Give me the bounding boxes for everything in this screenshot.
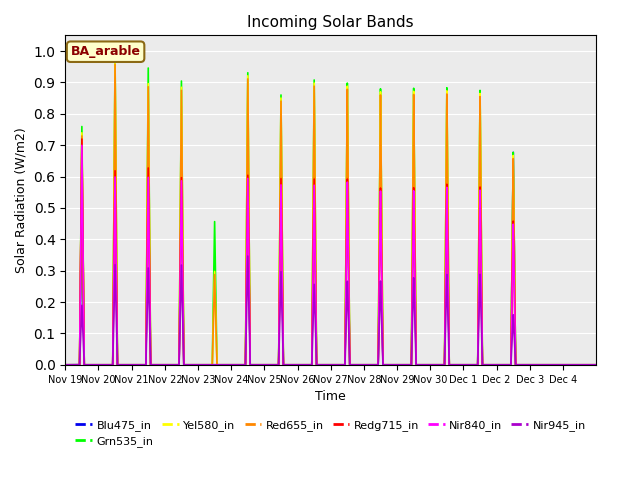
Nir945_in <box>483 362 491 368</box>
Title: Incoming Solar Bands: Incoming Solar Bands <box>248 15 414 30</box>
Nir840_in <box>376 264 383 269</box>
Y-axis label: Solar Radiation (W/m2): Solar Radiation (W/m2) <box>15 127 28 273</box>
Nir945_in <box>61 362 69 368</box>
Nir945_in <box>244 253 252 259</box>
Blu475_in <box>111 127 119 133</box>
Line: Yel580_in: Yel580_in <box>65 61 596 365</box>
Yel580_in <box>455 362 463 368</box>
Nir840_in <box>88 362 96 368</box>
Redg715_in <box>399 362 406 368</box>
Red655_in <box>455 362 463 368</box>
Nir840_in <box>593 362 600 368</box>
Line: Grn535_in: Grn535_in <box>65 58 596 365</box>
Grn535_in <box>455 362 463 368</box>
Redg715_in <box>61 362 69 368</box>
Nir840_in <box>78 143 86 148</box>
Red655_in <box>483 362 491 368</box>
Redg715_in <box>593 362 600 368</box>
Yel580_in <box>483 362 491 368</box>
Nir945_in <box>253 362 261 368</box>
Grn535_in <box>61 362 69 368</box>
Grn535_in <box>376 205 383 211</box>
Nir840_in <box>455 362 463 368</box>
Grn535_in <box>399 362 406 368</box>
Yel580_in <box>61 362 69 368</box>
Blu475_in <box>61 362 69 368</box>
Yel580_in <box>111 59 119 64</box>
Blu475_in <box>376 242 383 248</box>
Blu475_in <box>88 362 96 368</box>
Grn535_in <box>483 362 491 368</box>
Line: Nir945_in: Nir945_in <box>65 256 596 365</box>
Line: Blu475_in: Blu475_in <box>65 130 596 365</box>
Blu475_in <box>455 362 463 368</box>
Red655_in <box>253 362 261 368</box>
Line: Red655_in: Red655_in <box>65 64 596 365</box>
Nir945_in <box>593 362 600 368</box>
Grn535_in <box>593 362 600 368</box>
Blu475_in <box>593 362 600 368</box>
Yel580_in <box>253 362 261 368</box>
Yel580_in <box>88 362 96 368</box>
Nir840_in <box>483 362 491 368</box>
Redg715_in <box>88 362 96 368</box>
Legend: Blu475_in, Grn535_in, Yel580_in, Red655_in, Redg715_in, Nir840_in, Nir945_in: Blu475_in, Grn535_in, Yel580_in, Red655_… <box>71 415 590 452</box>
Nir945_in <box>399 362 406 368</box>
Red655_in <box>593 362 600 368</box>
Red655_in <box>61 362 69 368</box>
Nir840_in <box>61 362 69 368</box>
Grn535_in <box>88 362 96 368</box>
Blu475_in <box>253 362 261 368</box>
Redg715_in <box>253 362 261 368</box>
Line: Redg715_in: Redg715_in <box>65 139 596 365</box>
Blu475_in <box>399 362 406 368</box>
Line: Nir840_in: Nir840_in <box>65 145 596 365</box>
Red655_in <box>88 362 96 368</box>
Yel580_in <box>593 362 600 368</box>
Red655_in <box>376 209 383 215</box>
Nir945_in <box>455 362 463 368</box>
Redg715_in <box>376 262 383 267</box>
Nir945_in <box>88 362 96 368</box>
Red655_in <box>399 362 406 368</box>
Red655_in <box>111 61 119 67</box>
Nir840_in <box>253 362 261 368</box>
Grn535_in <box>253 362 261 368</box>
Redg715_in <box>483 362 491 368</box>
Redg715_in <box>455 362 463 368</box>
Yel580_in <box>376 207 383 213</box>
Redg715_in <box>78 136 86 142</box>
Blu475_in <box>483 362 491 368</box>
Nir840_in <box>399 362 406 368</box>
Nir945_in <box>376 314 383 320</box>
Yel580_in <box>399 362 406 368</box>
Text: BA_arable: BA_arable <box>70 45 141 58</box>
Grn535_in <box>111 55 119 61</box>
X-axis label: Time: Time <box>316 390 346 403</box>
